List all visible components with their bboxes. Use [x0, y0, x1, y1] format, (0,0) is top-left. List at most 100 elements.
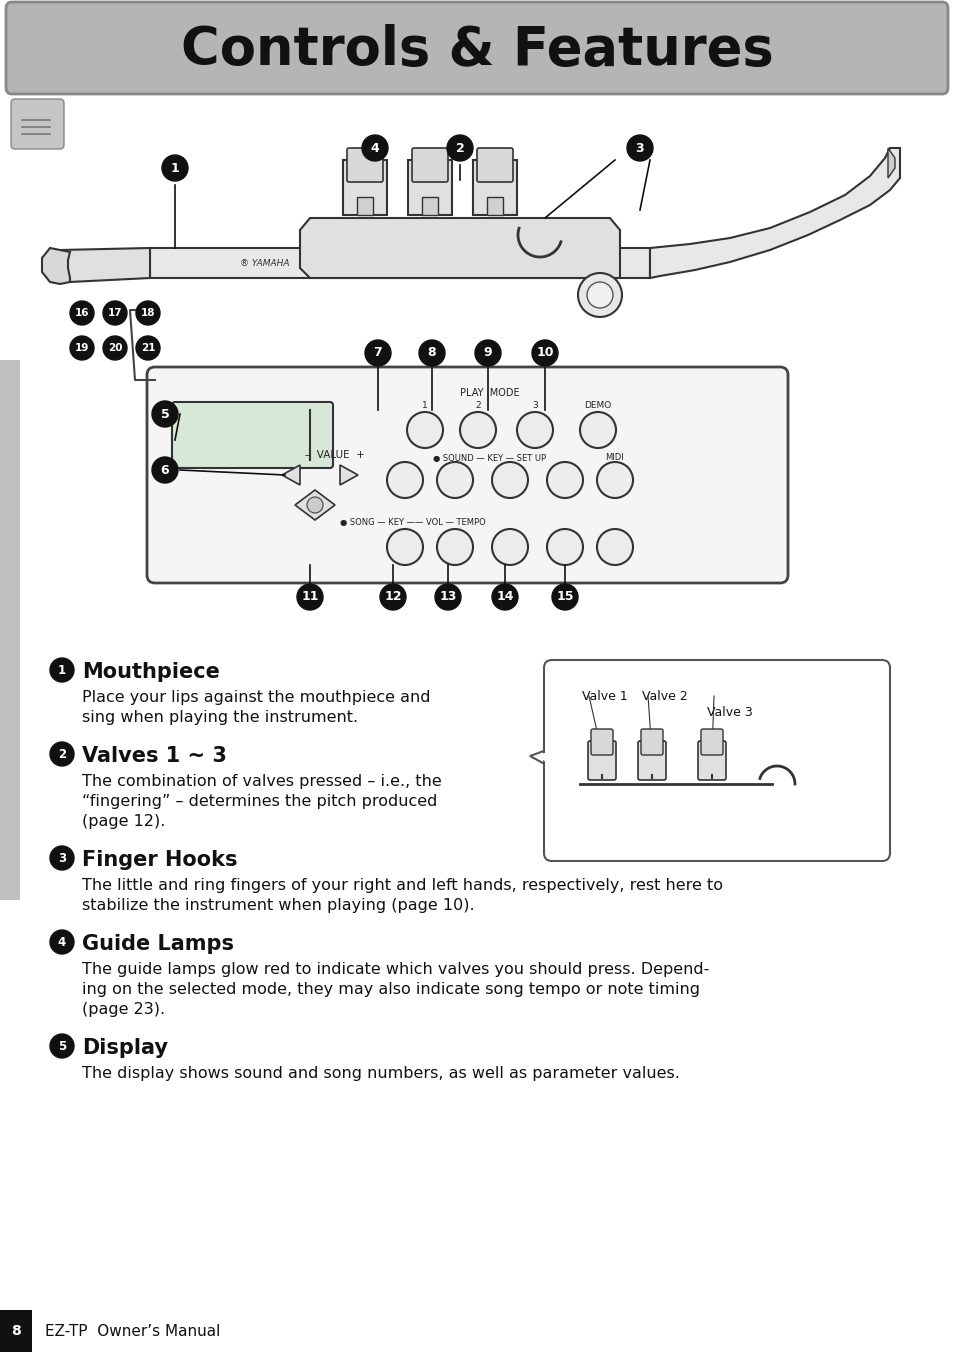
FancyBboxPatch shape	[0, 1310, 32, 1352]
Text: 1: 1	[58, 664, 66, 676]
Text: 5: 5	[58, 1040, 66, 1052]
Text: Controls & Features: Controls & Features	[180, 24, 773, 76]
Polygon shape	[42, 247, 70, 284]
Polygon shape	[887, 147, 894, 178]
Text: 20: 20	[108, 343, 122, 353]
Text: 6: 6	[160, 464, 169, 476]
Text: ● SOUND — KEY — SET UP: ● SOUND — KEY — SET UP	[433, 453, 546, 462]
Circle shape	[136, 337, 160, 360]
Circle shape	[50, 658, 74, 681]
FancyBboxPatch shape	[343, 160, 387, 215]
Text: 8: 8	[427, 346, 436, 360]
Circle shape	[532, 339, 558, 366]
Text: 5: 5	[160, 407, 170, 420]
Circle shape	[552, 584, 578, 610]
Circle shape	[546, 462, 582, 498]
Text: The display shows sound and song numbers, as well as parameter values.: The display shows sound and song numbers…	[82, 1065, 679, 1082]
FancyBboxPatch shape	[412, 147, 448, 183]
Circle shape	[436, 529, 473, 565]
Circle shape	[70, 337, 94, 360]
Text: PLAY  MODE: PLAY MODE	[459, 388, 519, 397]
FancyBboxPatch shape	[421, 197, 437, 215]
Circle shape	[492, 584, 517, 610]
Text: Finger Hooks: Finger Hooks	[82, 850, 237, 869]
FancyBboxPatch shape	[476, 147, 513, 183]
Text: ● SONG — KEY —— VOL — TEMPO: ● SONG — KEY —— VOL — TEMPO	[339, 518, 485, 526]
Text: –  VALUE  +: – VALUE +	[305, 450, 364, 460]
Text: 16: 16	[74, 308, 90, 318]
Text: “fingering” – determines the pitch produced: “fingering” – determines the pitch produ…	[82, 794, 436, 808]
Text: 21: 21	[141, 343, 155, 353]
FancyBboxPatch shape	[590, 729, 613, 754]
FancyBboxPatch shape	[473, 160, 517, 215]
Text: 13: 13	[438, 591, 456, 603]
Circle shape	[418, 339, 444, 366]
Text: DEMO: DEMO	[584, 400, 611, 410]
FancyBboxPatch shape	[698, 741, 725, 780]
Text: 3: 3	[635, 142, 643, 154]
FancyBboxPatch shape	[486, 197, 502, 215]
Circle shape	[579, 412, 616, 448]
Circle shape	[162, 155, 188, 181]
Text: Valve 1: Valve 1	[581, 690, 627, 703]
Text: Valves 1 ~ 3: Valves 1 ~ 3	[82, 746, 227, 767]
FancyBboxPatch shape	[408, 160, 452, 215]
Text: The little and ring fingers of your right and left hands, respectively, rest her: The little and ring fingers of your righ…	[82, 877, 722, 894]
FancyBboxPatch shape	[11, 99, 64, 149]
Text: (page 23).: (page 23).	[82, 1002, 165, 1017]
Circle shape	[387, 462, 422, 498]
Text: 3: 3	[58, 852, 66, 864]
Circle shape	[50, 1034, 74, 1059]
Polygon shape	[530, 748, 552, 768]
FancyBboxPatch shape	[0, 360, 20, 900]
Text: 2: 2	[475, 400, 480, 410]
FancyBboxPatch shape	[587, 741, 616, 780]
Circle shape	[546, 529, 582, 565]
Polygon shape	[649, 147, 899, 279]
FancyBboxPatch shape	[638, 741, 665, 780]
Circle shape	[152, 457, 178, 483]
Text: (page 12).: (page 12).	[82, 814, 165, 829]
Polygon shape	[299, 218, 619, 279]
Text: 15: 15	[556, 591, 573, 603]
Text: MIDI: MIDI	[605, 453, 623, 462]
Circle shape	[597, 462, 633, 498]
FancyBboxPatch shape	[147, 366, 787, 583]
Text: Place your lips against the mouthpiece and: Place your lips against the mouthpiece a…	[82, 690, 430, 704]
Circle shape	[50, 846, 74, 869]
FancyBboxPatch shape	[6, 1, 947, 95]
Circle shape	[103, 337, 127, 360]
Text: Valve 2: Valve 2	[641, 690, 687, 703]
Circle shape	[407, 412, 442, 448]
Circle shape	[626, 135, 652, 161]
Circle shape	[492, 462, 527, 498]
Text: 18: 18	[141, 308, 155, 318]
Circle shape	[459, 412, 496, 448]
Text: 17: 17	[108, 308, 122, 318]
Polygon shape	[282, 465, 299, 485]
Text: Display: Display	[82, 1038, 168, 1059]
Circle shape	[50, 930, 74, 955]
Text: 2: 2	[456, 142, 464, 154]
Polygon shape	[150, 247, 649, 279]
Text: The guide lamps glow red to indicate which valves you should press. Depend-: The guide lamps glow red to indicate whi…	[82, 963, 709, 977]
FancyBboxPatch shape	[640, 729, 662, 754]
Circle shape	[70, 301, 94, 324]
Circle shape	[492, 529, 527, 565]
Text: 1: 1	[171, 161, 179, 174]
Text: The combination of valves pressed – i.e., the: The combination of valves pressed – i.e.…	[82, 773, 441, 790]
Circle shape	[379, 584, 406, 610]
Text: 19: 19	[74, 343, 89, 353]
Text: 14: 14	[496, 591, 514, 603]
Text: 8: 8	[11, 1324, 21, 1338]
Circle shape	[578, 273, 621, 316]
Text: Guide Lamps: Guide Lamps	[82, 934, 233, 955]
Text: Valve 3: Valve 3	[706, 706, 752, 719]
FancyBboxPatch shape	[700, 729, 722, 754]
Text: sing when playing the instrument.: sing when playing the instrument.	[82, 710, 357, 725]
Polygon shape	[294, 489, 335, 521]
Circle shape	[152, 402, 178, 427]
Circle shape	[387, 529, 422, 565]
Text: 3: 3	[532, 400, 537, 410]
Polygon shape	[60, 247, 150, 283]
